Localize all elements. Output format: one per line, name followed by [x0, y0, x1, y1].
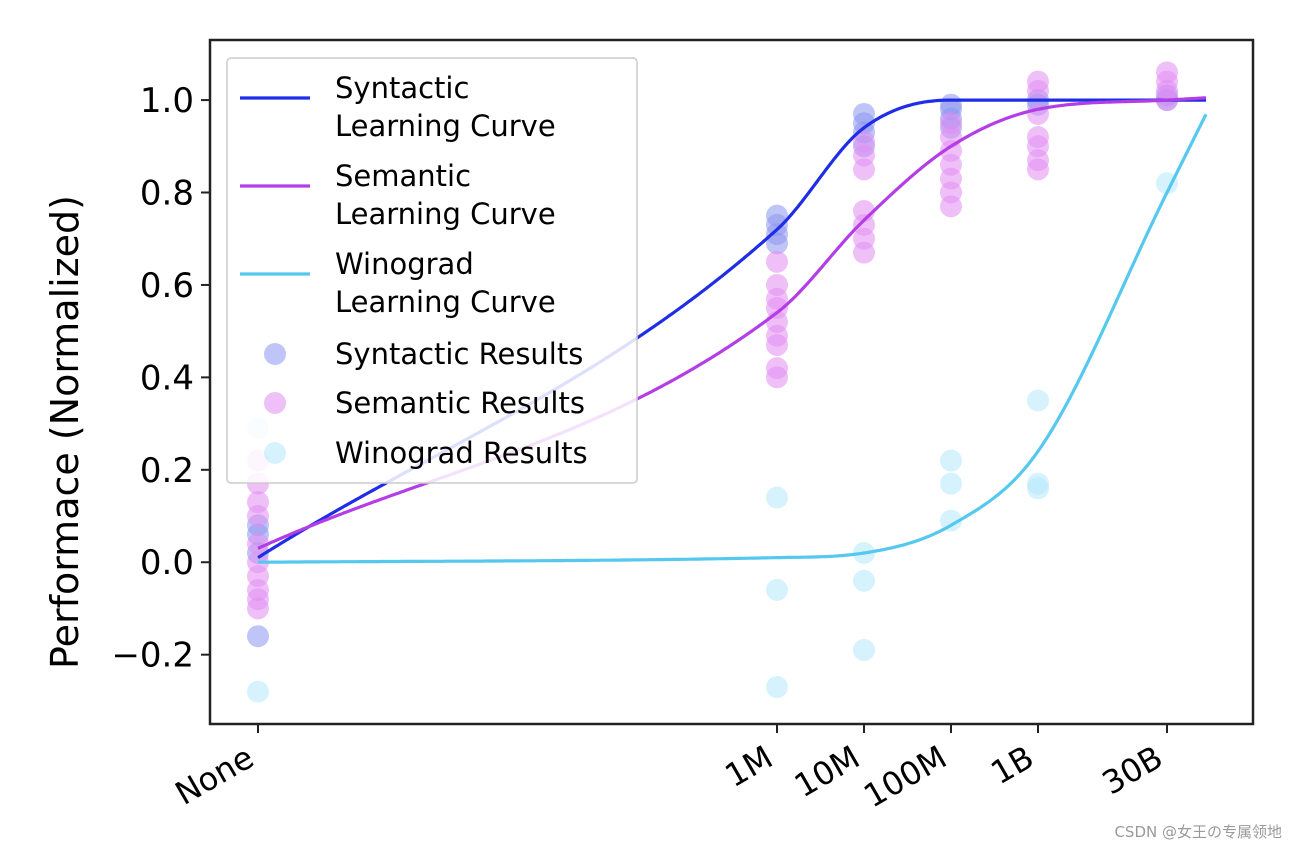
x-tick-label: 100M: [857, 738, 953, 815]
y-tick-label: 0.0: [140, 543, 194, 583]
legend-label: Winograd Results: [335, 436, 588, 470]
scatter-point-semantic: [853, 158, 875, 181]
legend-dot-swatch: [264, 392, 286, 414]
scatter-point-semantic: [1027, 158, 1049, 181]
y-tick-label: −0.2: [111, 636, 194, 676]
legend-dot-swatch: [264, 442, 286, 464]
x-tick-label: 1M: [718, 738, 779, 795]
scatter-point-semantic: [940, 195, 962, 218]
scatter-point-winograd: [940, 472, 962, 495]
legend-label: Syntactic: [335, 71, 469, 105]
x-tick-label: 10M: [788, 738, 866, 805]
scatter-point-winograd: [1027, 477, 1049, 500]
scatter-point-winograd: [766, 676, 788, 699]
scatter-point-syntactic: [766, 232, 788, 255]
watermark: CSDN @女王の专属领地: [1114, 823, 1282, 841]
legend-label: Syntactic Results: [335, 337, 583, 371]
scatter-point-winograd: [853, 569, 875, 592]
y-tick-label: 0.8: [140, 174, 194, 214]
scatter-point-semantic: [247, 505, 269, 528]
legend-label: Learning Curve: [335, 109, 556, 143]
scatter-point-semantic: [247, 532, 269, 555]
y-tick-label: 0.2: [140, 451, 194, 491]
x-tick-label: None: [169, 738, 260, 813]
legend-label: Learning Curve: [335, 285, 556, 319]
scatter-point-semantic: [1027, 79, 1049, 102]
scatter-point-winograd: [1156, 172, 1178, 195]
y-tick-label: 1.0: [140, 81, 194, 121]
scatter-point-winograd: [1027, 389, 1049, 412]
scatter-point-semantic: [766, 366, 788, 389]
x-tick-label: 30B: [1096, 738, 1169, 802]
x-tick-label: 1B: [984, 738, 1040, 792]
scatter-point-syntactic: [247, 625, 269, 648]
legend-label: Learning Curve: [335, 197, 556, 231]
scatter-point-semantic: [247, 597, 269, 620]
scatter-point-winograd: [766, 486, 788, 509]
legend-box: [226, 57, 638, 484]
scatter-layer: [247, 61, 1178, 703]
scatter-point-semantic: [766, 334, 788, 357]
scatter-point-winograd: [766, 578, 788, 601]
learning-curve-semantic: [257, 96, 1207, 550]
scatter-point-semantic: [853, 241, 875, 264]
legend-label: Semantic: [335, 159, 471, 193]
y-tick-label: 0.4: [140, 358, 194, 398]
scatter-point-winograd: [853, 639, 875, 662]
legend: Syntactic Learning Curve Semantic Learning …: [226, 57, 638, 484]
y-tick-label: 0.6: [140, 266, 194, 306]
y-axis: −0.2 0.0 0.2 0.4 0.6 0.8 1.0: [111, 81, 210, 676]
learning-curve-winograd: [258, 113, 1208, 564]
legend-label: Semantic Results: [335, 386, 585, 420]
scatter-point-winograd: [247, 680, 269, 703]
legend-label: Winograd: [335, 247, 474, 281]
scatter-point-winograd: [940, 449, 962, 472]
plot-frame: [208, 38, 1255, 726]
scatter-point-winograd: [940, 509, 962, 532]
legend-dot-swatch: [264, 343, 286, 365]
scatter-point-semantic: [766, 250, 788, 273]
y-axis-label: Performace (Normalized): [43, 195, 87, 669]
